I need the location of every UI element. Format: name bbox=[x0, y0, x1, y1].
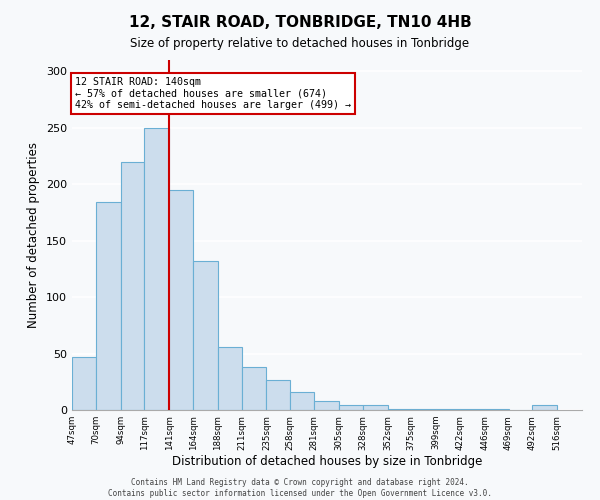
Bar bbox=[290, 392, 314, 410]
Bar bbox=[121, 162, 145, 410]
Bar bbox=[314, 401, 339, 410]
Bar bbox=[388, 409, 412, 410]
Bar bbox=[193, 261, 218, 410]
Bar bbox=[169, 190, 193, 410]
Bar bbox=[412, 409, 436, 410]
Text: Contains HM Land Registry data © Crown copyright and database right 2024.
Contai: Contains HM Land Registry data © Crown c… bbox=[108, 478, 492, 498]
Bar bbox=[436, 409, 460, 410]
Bar bbox=[72, 357, 96, 410]
Bar bbox=[460, 409, 485, 410]
Bar bbox=[266, 380, 290, 410]
Bar bbox=[96, 202, 121, 410]
Bar bbox=[145, 128, 169, 410]
Bar bbox=[485, 409, 509, 410]
Text: Size of property relative to detached houses in Tonbridge: Size of property relative to detached ho… bbox=[130, 38, 470, 51]
Y-axis label: Number of detached properties: Number of detached properties bbox=[28, 142, 40, 328]
Bar bbox=[532, 406, 557, 410]
Bar bbox=[362, 406, 388, 410]
Bar bbox=[339, 406, 362, 410]
X-axis label: Distribution of detached houses by size in Tonbridge: Distribution of detached houses by size … bbox=[172, 456, 482, 468]
Bar bbox=[218, 347, 242, 410]
Text: 12, STAIR ROAD, TONBRIDGE, TN10 4HB: 12, STAIR ROAD, TONBRIDGE, TN10 4HB bbox=[128, 15, 472, 30]
Text: 12 STAIR ROAD: 140sqm
← 57% of detached houses are smaller (674)
42% of semi-det: 12 STAIR ROAD: 140sqm ← 57% of detached … bbox=[75, 77, 351, 110]
Bar bbox=[242, 367, 266, 410]
